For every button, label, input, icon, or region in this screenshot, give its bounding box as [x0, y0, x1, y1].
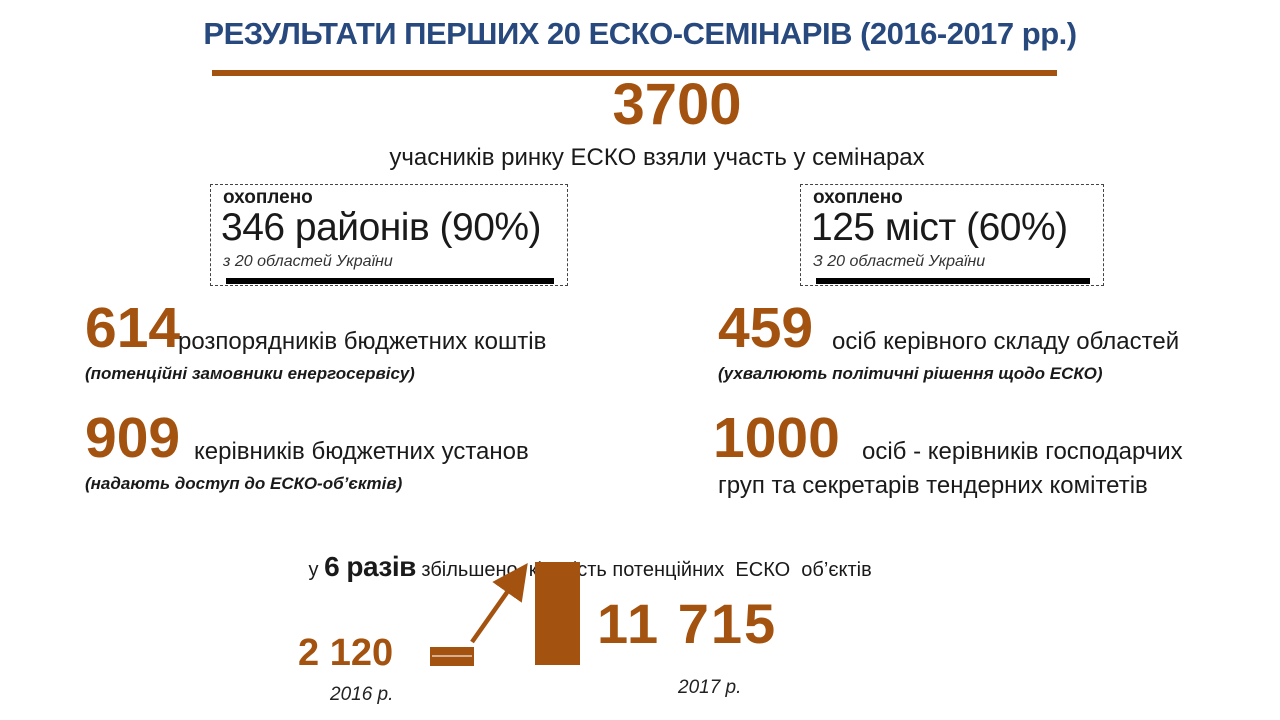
stat-text-909: керівників бюджетних установ [194, 438, 529, 465]
coverage-value-districts: 346 районів (90%) [221, 206, 542, 249]
coverage-note: З 20 областей України [813, 253, 986, 270]
bar-value-label-2017: 11 715 [597, 592, 778, 655]
axis-label-2016: 2016 р. [330, 684, 394, 705]
coverage-box-cities: охоплено 125 міст (60%) З 20 областей Ук… [800, 184, 1104, 286]
stat-text-614: розпорядників бюджетних коштів [178, 328, 547, 355]
coverage-value-cities: 125 міст (60%) [811, 206, 1068, 249]
growth-arrow-icon [470, 562, 528, 644]
stat-number-1000: 1000 [713, 406, 840, 470]
stat-text-459: осіб керівного складу областей [832, 328, 1180, 355]
hero-caption: учасників ринку ЕСКО взяли участь у семі… [389, 144, 925, 171]
bar-2017 [535, 562, 580, 665]
stat-note-614: (потенційні замовники енергосервісу) [85, 364, 415, 383]
coverage-note: з 20 областей України [223, 253, 393, 270]
stat-number-459: 459 [718, 296, 814, 360]
stat-note-909: (надають доступ до ЕСКО-об’єктів) [85, 474, 403, 493]
stat-text-1000-line2: груп та секретарів тендерних комітетів [718, 472, 1148, 499]
stat-note-459: (ухвалюють політичні рішення щодо ЕСКО) [718, 364, 1103, 383]
coverage-label: охоплено [813, 187, 903, 208]
title-divider-line [212, 70, 1057, 76]
growth-multiplier: 6 разів [324, 551, 416, 582]
slide-title: РЕЗУЛЬТАТИ ПЕРШИХ 20 ЕСКО-СЕМІНАРІВ (201… [203, 16, 1077, 51]
coverage-box-underline [816, 278, 1090, 284]
stat-number-614: 614 [85, 296, 181, 360]
bar-2016 [430, 647, 474, 666]
hero-total-participants: 3700 [612, 72, 742, 137]
coverage-box-underline [226, 278, 554, 284]
axis-label-2017: 2017 р. [678, 677, 742, 698]
stat-number-909: 909 [85, 406, 181, 470]
coverage-label: охоплено [223, 187, 313, 208]
coverage-box-districts: охоплено 346 районів (90%) з 20 областей… [210, 184, 568, 286]
growth-prefix: у [308, 559, 325, 581]
bar-value-label-2016: 2 120 [298, 632, 394, 674]
stat-text-1000-line1: осіб - керівників господарчих [862, 438, 1183, 465]
